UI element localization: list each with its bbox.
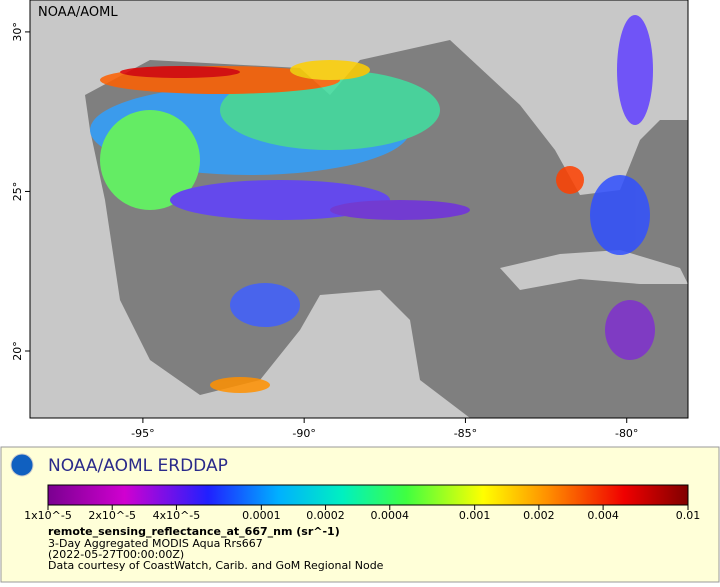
reflectance-patches bbox=[90, 15, 655, 393]
y-tick-label: 25° bbox=[11, 182, 24, 202]
map-frame bbox=[29, 0, 689, 419]
map-label: NOAA/AOML bbox=[38, 5, 118, 20]
info-line: (2022-05-27T00:00:00Z) bbox=[48, 548, 184, 561]
variable-name: remote_sensing_reflectance_at_667_nm (sr… bbox=[48, 525, 340, 538]
legend-title: NOAA/AOML ERDDAP bbox=[48, 456, 228, 476]
colorbar-tick-label: 0.0002 bbox=[306, 509, 345, 522]
colorbar-tick-label: 4x10^-5 bbox=[153, 509, 201, 522]
colorbar-tick-label: 0.001 bbox=[459, 509, 491, 522]
colorbar-tick-label: 1x10^-5 bbox=[24, 509, 72, 522]
map-area bbox=[30, 0, 688, 418]
colorbar-tick-label: 0.0004 bbox=[371, 509, 410, 522]
x-tick-label: -90° bbox=[292, 427, 315, 440]
y-tick-label: 30° bbox=[11, 22, 24, 42]
y-tick-label: 20° bbox=[11, 341, 24, 361]
x-tick-label: -85° bbox=[454, 427, 477, 440]
colorbar-tick-label: 0.0001 bbox=[242, 509, 281, 522]
info-line: Data courtesy of CoastWatch, Carib. and … bbox=[48, 559, 384, 572]
colorbar-tick-label: 0.004 bbox=[587, 509, 619, 522]
colorbar-tick-label: 2x10^-5 bbox=[88, 509, 136, 522]
x-tick-label: -80° bbox=[615, 427, 638, 440]
noaa-logo bbox=[10, 453, 34, 477]
cuba bbox=[500, 250, 688, 290]
colorbar bbox=[47, 484, 689, 506]
info-line: 3-Day Aggregated MODIS Aqua Rrs667 bbox=[48, 537, 263, 550]
x-tick-label: -95° bbox=[131, 427, 154, 440]
colorbar-tick-label: 0.002 bbox=[523, 509, 555, 522]
legend-panel bbox=[0, 446, 720, 583]
colorbar-tick-label: 0.01 bbox=[676, 509, 701, 522]
